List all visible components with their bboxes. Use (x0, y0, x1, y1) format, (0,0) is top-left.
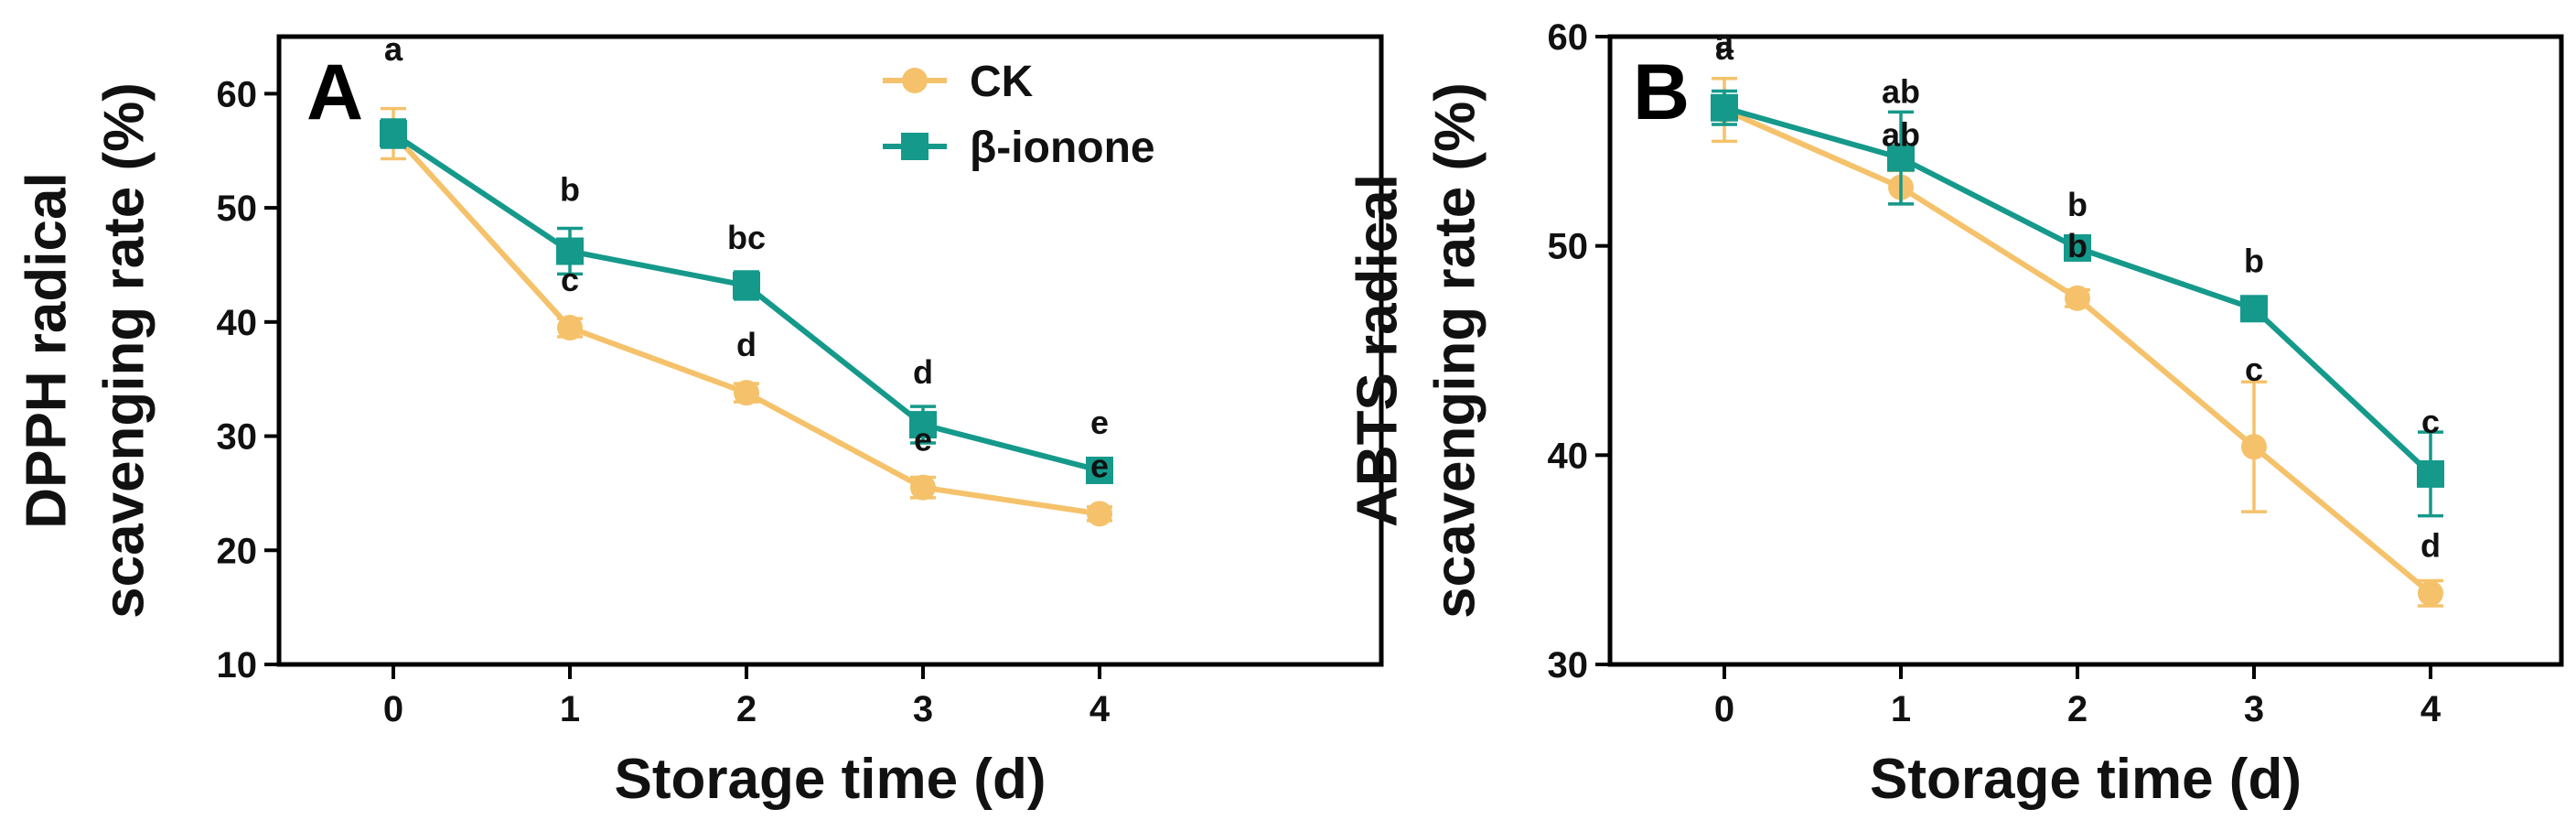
y-tick-label: 10 (217, 645, 258, 685)
x-tick-label: 0 (1714, 689, 1734, 729)
significance-label: ab (1882, 116, 1920, 154)
legend: CK β-ionone (883, 58, 1155, 172)
significance-label: b (2067, 227, 2088, 264)
series-line-ck (391, 131, 1100, 517)
significance-label: a (384, 30, 403, 68)
series-line-ionone (392, 131, 1100, 473)
data-point-ionone (733, 271, 760, 299)
significance-label: e (1090, 447, 1109, 484)
y-tick-label: 40 (1548, 436, 1589, 476)
x-tick-label: 3 (913, 689, 933, 729)
x-axis-label: Storage time (d) (615, 748, 1046, 811)
significance-label: c (2245, 351, 2263, 388)
legend-marker-ck (902, 68, 928, 93)
significance-label: b (2067, 186, 2088, 223)
y-tick-label: 60 (1548, 17, 1589, 58)
data-point-ck (910, 474, 936, 501)
y-tick-label: 20 (217, 531, 258, 571)
significance-label: a (1715, 23, 1734, 60)
x-tick-label: 4 (1089, 689, 1111, 729)
panel-letter: A (306, 49, 363, 136)
significance-label: c (561, 261, 579, 298)
data-point-ionone (2064, 233, 2091, 262)
y-axis-label: ABTS radical (1347, 174, 1410, 527)
y-tick-label: 30 (217, 417, 258, 458)
legend-label-ionone: β-ionone (970, 124, 1155, 172)
data-point-ionone (2240, 295, 2268, 323)
plot-frame (276, 34, 1384, 667)
y-tick-label: 40 (217, 303, 258, 343)
y-tick-label: 60 (217, 74, 258, 114)
y-axis-label: DPPH radical (16, 172, 79, 528)
series-line-ck (1723, 107, 2432, 596)
y-tick-label: 50 (217, 189, 258, 229)
significance-label: a (1715, 29, 1734, 67)
y-axis-label: scavenging rate (%) (1424, 82, 1487, 619)
significance-label: d (2420, 526, 2441, 564)
chart-panel-b: 30 40 50 60 0 1 2 3 4 Storage time (d) ABTS radica… (1347, 17, 2564, 811)
x-axis-label: Storage time (d) (1870, 748, 2302, 811)
data-point-ck (2418, 580, 2443, 607)
data-point-ionone (1711, 93, 1738, 122)
y-axis-label: scavenging rate (%) (93, 82, 156, 619)
significance-label: b (2244, 242, 2264, 279)
significance-label: d (736, 326, 757, 363)
panel-letter: B (1633, 49, 1690, 136)
legend-label-ck: CK (970, 58, 1034, 106)
data-point-ionone (909, 411, 937, 439)
series-ionone (380, 118, 1113, 484)
data-point-ck (557, 315, 583, 341)
x-tick-label: 0 (383, 689, 403, 729)
plot-frame (1607, 34, 2564, 667)
data-point-ck (2065, 285, 2090, 311)
data-point-ionone (380, 120, 407, 148)
significance-label: e (914, 421, 932, 459)
significance-label: ab (1882, 73, 1920, 111)
data-point-ck (2241, 434, 2267, 460)
x-tick-label: 3 (2244, 689, 2264, 729)
legend-marker-ionone (901, 133, 928, 160)
significance-label: bc (727, 219, 766, 256)
x-tick-label: 1 (1891, 689, 1911, 729)
significance-label: c (2421, 403, 2440, 440)
data-point-ck (1087, 501, 1112, 527)
x-tick-label: 1 (560, 689, 580, 729)
significance-label: a (384, 30, 403, 68)
series-ionone (1711, 89, 2444, 518)
data-point-ionone (2417, 459, 2444, 488)
data-point-ionone (1086, 456, 1113, 484)
series-ck (1712, 76, 2443, 608)
significance-label: e (1090, 404, 1109, 441)
significance-label: d (913, 353, 933, 391)
significance-label: b (560, 170, 580, 208)
chart-panel-a: 10 20 30 40 50 60 0 1 2 3 4 Storage time (d) DPPH ra… (16, 30, 1384, 811)
data-point-ionone (556, 237, 584, 265)
x-tick-label: 2 (2067, 689, 2088, 729)
x-tick-label: 4 (2420, 689, 2442, 729)
data-point-ionone (1887, 144, 1915, 172)
x-tick-label: 2 (736, 689, 757, 729)
y-tick-label: 30 (1548, 645, 1589, 685)
y-tick-label: 50 (1548, 227, 1589, 267)
data-point-ck (734, 380, 759, 406)
